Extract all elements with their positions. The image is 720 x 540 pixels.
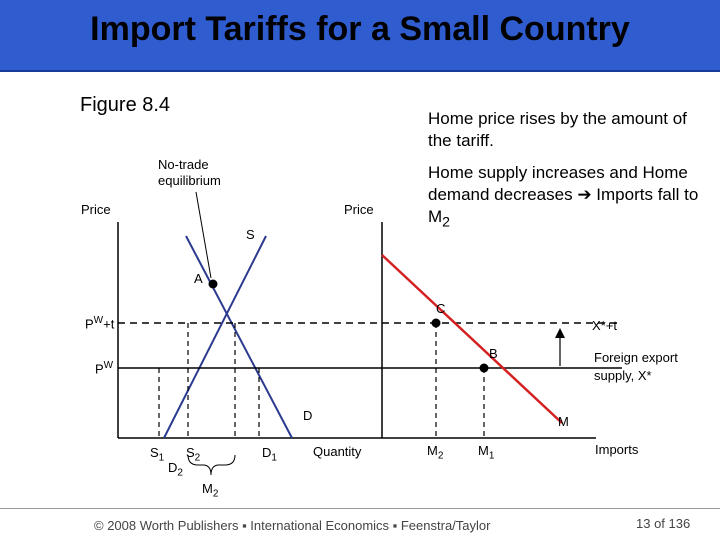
no-trade-label: No-trade equilibrium bbox=[158, 157, 221, 188]
slide-title: Import Tariffs for a Small Country bbox=[90, 10, 630, 48]
home-demand-curve bbox=[185, 235, 293, 439]
left-m2-label: M2 bbox=[202, 481, 219, 500]
point-b-label: B bbox=[489, 346, 498, 361]
title-bar bbox=[0, 0, 720, 72]
point-a-label: A bbox=[194, 271, 203, 286]
imports-label: Imports bbox=[595, 442, 639, 457]
page-number: 13 of 136 bbox=[636, 516, 691, 531]
right-m2-label: M2 bbox=[427, 443, 444, 462]
note-subscript: 2 bbox=[442, 214, 451, 231]
right-price-label: Price bbox=[344, 202, 374, 217]
s1-label: S1 bbox=[150, 445, 165, 464]
footer-divider bbox=[0, 508, 720, 509]
tariff-arrow-head bbox=[555, 328, 565, 338]
arrow-right-icon: ➔ bbox=[577, 185, 592, 204]
footer-credit: © 2008 Worth Publishers ▪ International … bbox=[94, 518, 491, 533]
d2-label: D2 bbox=[168, 460, 183, 479]
m-label: M bbox=[558, 414, 569, 429]
supply-label: S bbox=[246, 227, 255, 242]
foreign-supply-label: Foreign export supply, X* bbox=[594, 350, 678, 383]
pw-label: PW bbox=[95, 360, 114, 377]
left-price-label: Price bbox=[81, 202, 111, 217]
quantity-label: Quantity bbox=[313, 444, 362, 459]
pw-t-label: PW+t bbox=[85, 315, 115, 332]
right-m1-label: M1 bbox=[478, 443, 495, 462]
note-text-a: Home supply increases and Home demand de… bbox=[428, 163, 688, 204]
demand-label: D bbox=[303, 408, 313, 423]
m2-brace bbox=[187, 454, 236, 476]
s2-label: S2 bbox=[186, 445, 201, 464]
note-home-price: Home price rises by the amount of the ta… bbox=[428, 109, 687, 150]
import-demand-curve bbox=[381, 254, 563, 424]
point-a bbox=[208, 279, 218, 289]
note-supply-demand: Home supply increases and Home demand de… bbox=[428, 162, 708, 233]
note-text-b: Imports fall to M bbox=[428, 185, 699, 226]
xt-label: X*+t bbox=[592, 318, 617, 333]
point-c-label: C bbox=[436, 301, 446, 316]
d1-label: D1 bbox=[262, 445, 277, 464]
home-supply-curve bbox=[163, 235, 267, 439]
figure-label: Figure 8.4 bbox=[80, 94, 171, 116]
no-trade-pointer bbox=[195, 191, 212, 279]
